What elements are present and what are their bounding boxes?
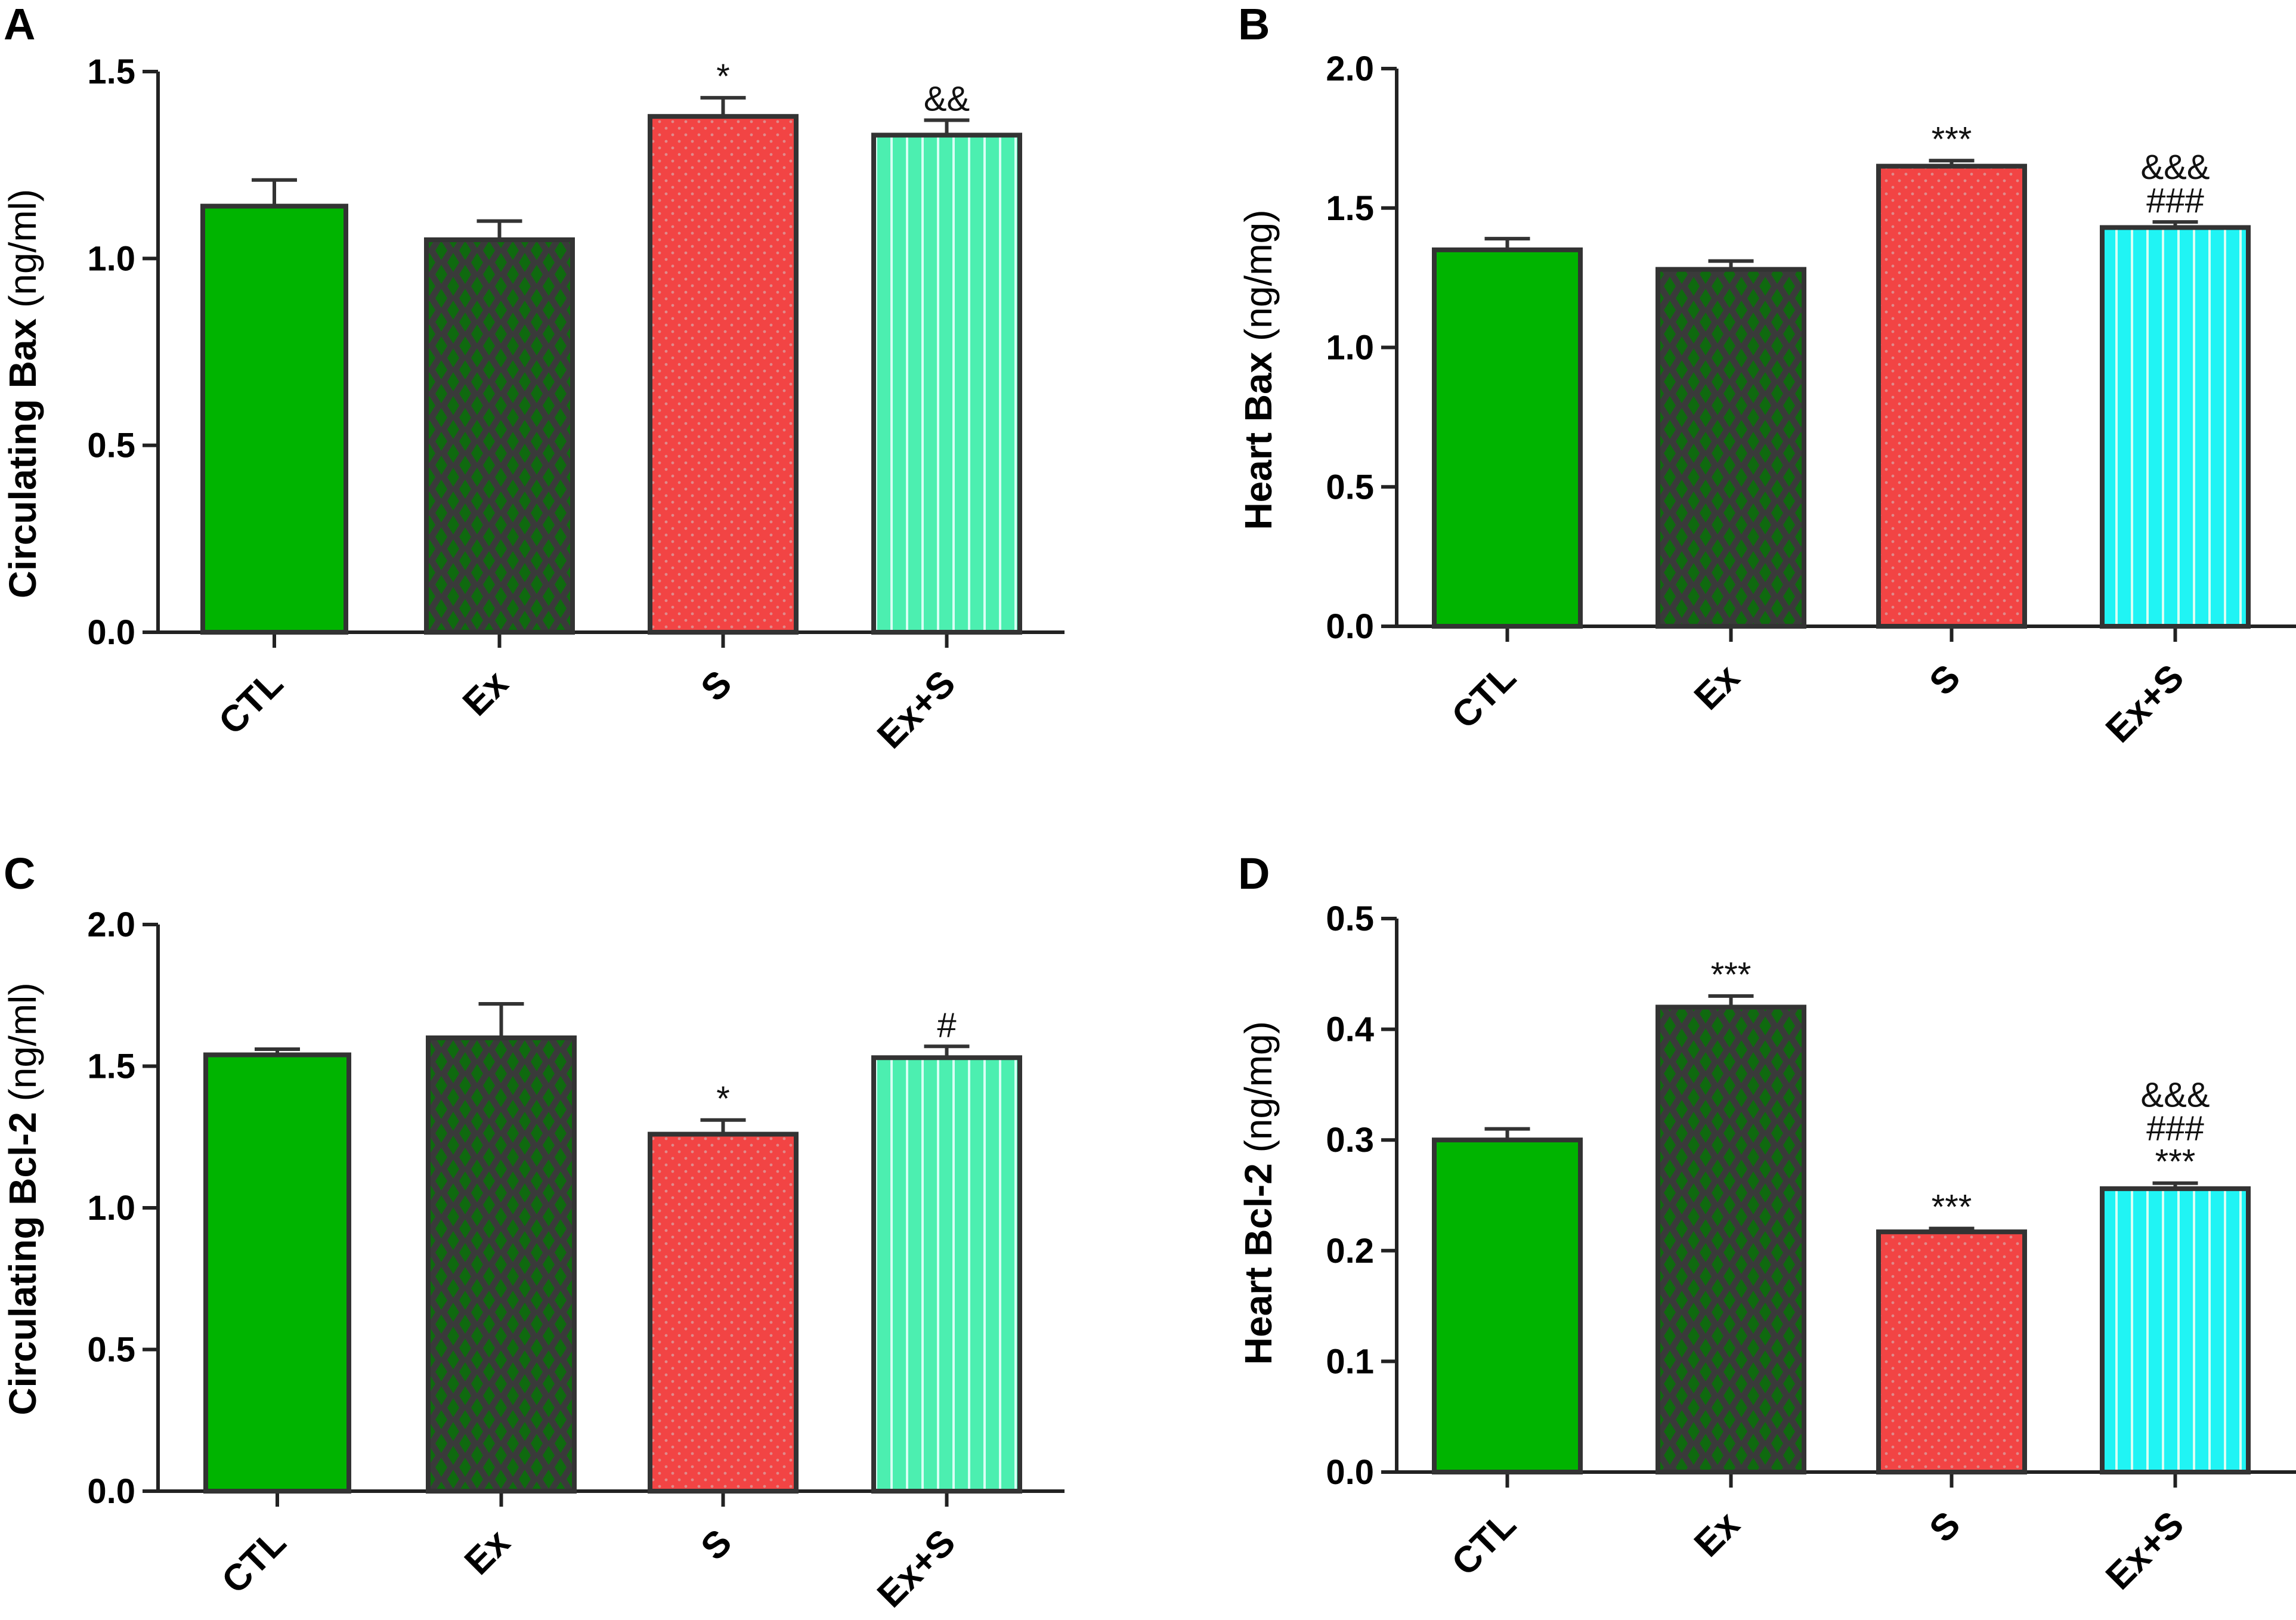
bar-ctl xyxy=(200,203,348,635)
y-ticks: 0.0 0.5 1.0 1.5 2.0 xyxy=(1326,50,1374,646)
bar-s xyxy=(648,1131,799,1494)
x-tick-label: Ex xyxy=(1687,1504,1748,1565)
y-tick-label: 2.0 xyxy=(87,905,135,944)
x-categories: CTL Ex S Ex+S xyxy=(1444,1504,2192,1598)
significance-mark: *** xyxy=(1932,1188,1972,1227)
bar-ex xyxy=(1656,1004,1806,1474)
significance-mark: # xyxy=(937,1006,956,1044)
panel-c: C Circulating Bcl-2 (ng/ml) 0.0 0.5 1.0 … xyxy=(1,849,1065,1615)
significance-mark: * xyxy=(716,1080,730,1118)
y-tick-label: 0.0 xyxy=(1326,1453,1374,1492)
y-tick-label: 1.0 xyxy=(87,1189,135,1228)
y-tick-label: 0.0 xyxy=(87,613,135,652)
bar-ex xyxy=(424,237,575,635)
y-tick-label: 1.5 xyxy=(87,1047,135,1086)
y-tick-label: 0.1 xyxy=(1326,1342,1374,1381)
y-ticks: 0.0 0.5 1.0 1.5 xyxy=(87,52,135,652)
significance-mark: *** xyxy=(1932,120,1972,159)
significance-annotations: * && xyxy=(716,57,970,119)
bars xyxy=(203,1002,1022,1494)
panel-b: B Heart Bax (ng/mg) 0.0 0.5 1.0 1.5 2.0 … xyxy=(1237,0,2296,750)
x-tick-label: Ex+S xyxy=(869,1522,963,1615)
y-tick-label: 0.5 xyxy=(87,426,135,465)
bar-ex-s xyxy=(2100,1186,2251,1474)
x-categories: CTL Ex S Ex+S xyxy=(211,663,964,757)
x-tick-label: S xyxy=(693,663,739,709)
bar-ex xyxy=(1656,267,1806,629)
y-tick-label: 2.0 xyxy=(1326,50,1374,88)
x-categories: CTL Ex S Ex+S xyxy=(1444,657,2192,751)
y-axis-title: Circulating Bcl-2 (ng/ml) xyxy=(1,982,44,1415)
y-tick-label: 0.3 xyxy=(1326,1121,1374,1160)
x-categories: CTL Ex S Ex+S xyxy=(214,1522,964,1616)
y-tick-label: 0.0 xyxy=(87,1472,135,1511)
x-tick-label: CTL xyxy=(1444,657,1524,737)
significance-mark: ### xyxy=(2146,181,2204,220)
x-tick-label: CTL xyxy=(1444,1504,1524,1584)
y-tick-label: 0.5 xyxy=(1326,468,1374,506)
significance-annotations: *** *** *** ### &&& xyxy=(1711,956,2210,1227)
bar-ex-s xyxy=(871,132,1022,635)
bar-s xyxy=(1876,1229,2027,1475)
bars xyxy=(1432,994,2251,1475)
x-tick-label: S xyxy=(1921,1504,1968,1550)
bar-ctl xyxy=(1432,1137,1583,1474)
panel-letter: C xyxy=(4,849,35,898)
bars xyxy=(200,95,1022,635)
x-tick-label: CTL xyxy=(211,663,291,743)
bar-s xyxy=(648,114,799,635)
significance-annotations: * # xyxy=(716,1006,956,1118)
panel-letter: A xyxy=(4,0,35,49)
panel-d: D Heart Bcl-2 (ng/mg) 0.0 0.1 0.2 0.3 0.… xyxy=(1237,849,2296,1597)
x-tick-label: S xyxy=(693,1522,739,1568)
y-ticks: 0.0 0.1 0.2 0.3 0.4 0.5 xyxy=(1326,899,1374,1492)
y-tick-label: 0.2 xyxy=(1326,1232,1374,1270)
y-tick-label: 0.5 xyxy=(1326,899,1374,938)
panel-a: A Circulating Bax (ng/ml) 0.0 0.5 1.0 1.… xyxy=(1,0,1065,756)
panel-letter: D xyxy=(1238,849,1270,898)
y-tick-label: 0.5 xyxy=(87,1331,135,1369)
y-tick-label: 1.0 xyxy=(1326,329,1374,367)
x-tick-label: Ex+S xyxy=(2098,657,2192,750)
bar-ex xyxy=(426,1035,577,1494)
x-tick-label: Ex+S xyxy=(869,663,963,756)
x-tick-label: Ex+S xyxy=(2098,1504,2192,1597)
bar-ex-s xyxy=(2100,225,2251,629)
significance-mark: * xyxy=(716,57,730,96)
bar-ex-s xyxy=(871,1055,1022,1494)
x-tick-label: Ex xyxy=(457,1522,518,1583)
y-tick-label: 0.0 xyxy=(1326,607,1374,646)
y-axis-title: Heart Bcl-2 (ng/mg) xyxy=(1237,1021,1280,1365)
y-tick-label: 1.5 xyxy=(1326,189,1374,228)
y-tick-label: 1.0 xyxy=(87,239,135,278)
significance-mark: &&& xyxy=(2140,1076,2210,1115)
significance-mark: *** xyxy=(2155,1143,2196,1182)
y-axis-title: Circulating Bax (ng/ml) xyxy=(1,189,44,598)
bars xyxy=(1432,159,2251,629)
x-tick-label: Ex xyxy=(1687,657,1748,718)
significance-mark: && xyxy=(924,79,970,118)
x-tick-label: CTL xyxy=(214,1522,294,1602)
bar-s xyxy=(1876,163,2027,629)
bar-ctl xyxy=(203,1052,351,1494)
x-tick-label: S xyxy=(1921,657,1968,703)
y-tick-label: 0.4 xyxy=(1326,1010,1374,1049)
significance-mark: ### xyxy=(2146,1109,2204,1148)
panel-letter: B xyxy=(1238,0,1270,49)
y-axis-title: Heart Bax (ng/mg) xyxy=(1237,209,1280,530)
significance-mark: *** xyxy=(1711,956,1752,994)
x-tick-label: Ex xyxy=(455,663,516,724)
bar-ctl xyxy=(1432,247,1583,629)
significance-annotations: *** ### &&& xyxy=(1932,120,2210,220)
y-ticks: 0.0 0.5 1.0 1.5 2.0 xyxy=(87,905,135,1511)
significance-mark: &&& xyxy=(2140,148,2210,187)
y-tick-label: 1.5 xyxy=(87,52,135,91)
